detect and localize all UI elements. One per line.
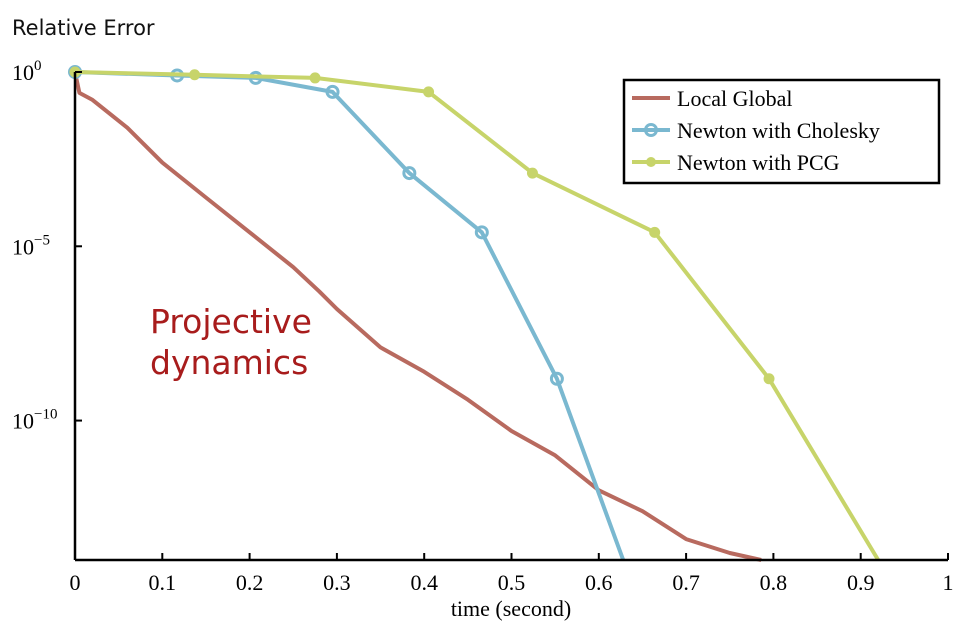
data-point-newton-with-cholesky (325, 84, 340, 99)
legend-label-newton-with-cholesky: Newton with Cholesky (677, 118, 880, 143)
plot-area: 0 0.1 0.2 0.3 0.4 0.5 0.6 0.7 0.8 0.9 1 10010−510−… (12, 58, 954, 595)
x-tick-label: 0.8 (760, 570, 788, 595)
annotation-text: Projective dynamics (150, 302, 322, 382)
x-tick-label: 0 (70, 570, 81, 595)
annotation-line-2: dynamics (150, 343, 308, 382)
x-tick-label: 0.6 (585, 570, 613, 595)
x-ticks: 0 0.1 0.2 0.3 0.4 0.5 0.6 0.7 0.8 0.9 1 (70, 553, 954, 595)
x-tick-label: 0.5 (498, 570, 526, 595)
x-tick-label: 1 (943, 570, 954, 595)
y-tick-label: 10−5 (12, 232, 50, 259)
y-tick-exponent: −10 (34, 407, 57, 423)
data-point-newton-with-cholesky (474, 225, 489, 240)
data-point-newton-with-cholesky (549, 371, 564, 386)
series-line-newton-with-pcg (74, 70, 880, 562)
y-tick-label: 100 (12, 58, 42, 85)
y-tick-base: 10 (12, 409, 34, 434)
x-axis-title: time (second) (451, 596, 571, 621)
data-point-newton-with-pcg (526, 167, 538, 179)
y-tick-base: 10 (12, 60, 34, 85)
y-tick-exponent: −5 (34, 232, 50, 248)
legend-items: Local Global Newton with Cholesky Newton w… (632, 86, 880, 175)
data-point-newton-with-pcg (763, 373, 775, 385)
x-tick-label: 0.4 (410, 570, 438, 595)
x-tick-label: 0.7 (672, 570, 700, 595)
x-tick-label: 0.9 (847, 570, 875, 595)
y-tick-label: 10−10 (12, 407, 57, 434)
legend-marker-newton-with-pcg (646, 157, 656, 167)
series-line-local-global (73, 71, 762, 562)
legend-box (622, 78, 941, 185)
y-axis-title: Relative Error (12, 16, 155, 40)
y-tick-base: 10 (12, 234, 34, 259)
data-point-newton-with-pcg (189, 69, 201, 81)
data-point-newton-with-pcg (423, 86, 435, 98)
legend-label-newton-with-pcg: Newton with PCG (677, 150, 840, 175)
x-tick-label: 0.3 (323, 570, 351, 595)
x-tick-label: 0.2 (236, 570, 264, 595)
annotation-line-1: Projective (150, 302, 312, 341)
legend-marker-newton-with-cholesky (644, 123, 658, 137)
data-point-newton-with-cholesky (402, 166, 417, 181)
data-point-newton-with-pcg (309, 72, 321, 84)
y-tick-exponent: 0 (34, 58, 42, 74)
legend-label-local-global: Local Global (677, 86, 792, 111)
legend: Local Global Newton with Cholesky Newton w… (622, 78, 941, 185)
data-point-newton-with-pcg (649, 226, 661, 238)
series-local-global (73, 71, 762, 562)
x-tick-label: 0.1 (149, 570, 177, 595)
